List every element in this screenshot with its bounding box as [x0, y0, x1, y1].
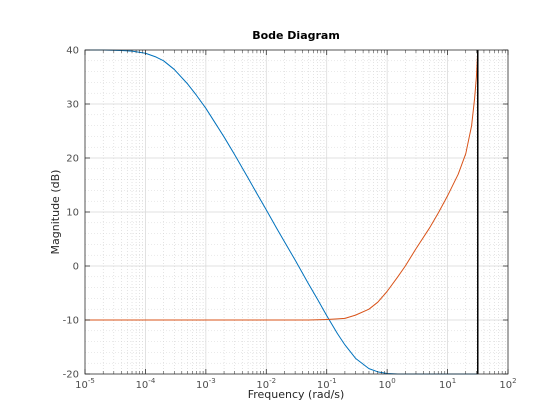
x-tick-label: 10-4: [136, 377, 156, 391]
series-line-2: [85, 49, 479, 321]
y-tick-label: -20: [63, 370, 79, 381]
x-tick-label: 101: [439, 377, 456, 391]
y-axis-label: Magnitude (dB): [49, 170, 62, 255]
x-tick-label: 10-2: [256, 377, 276, 391]
x-tick-label: 102: [499, 377, 516, 391]
x-tick-label: 10-5: [75, 377, 95, 391]
y-tick-label: 20: [66, 154, 79, 165]
x-tick-label: 10-3: [196, 377, 216, 391]
y-tick-label: 0: [73, 262, 79, 273]
chart-title: Bode Diagram: [252, 29, 340, 42]
y-tick-label: -10: [63, 316, 79, 327]
tick-marks: [84, 49, 509, 375]
x-tick-label: 100: [379, 377, 396, 391]
y-tick-label: 30: [66, 100, 79, 111]
y-tick-label: 40: [66, 46, 79, 57]
y-tick-label: 10: [66, 208, 79, 219]
tick-labels: 10-5 10-4 10-3 10-2 10-1 100 101 102 -20 -10 0 10 20…: [63, 46, 517, 392]
x-axis-label: Frequency (rad/s): [248, 388, 345, 401]
x-tick-label: 10-1: [317, 377, 337, 391]
